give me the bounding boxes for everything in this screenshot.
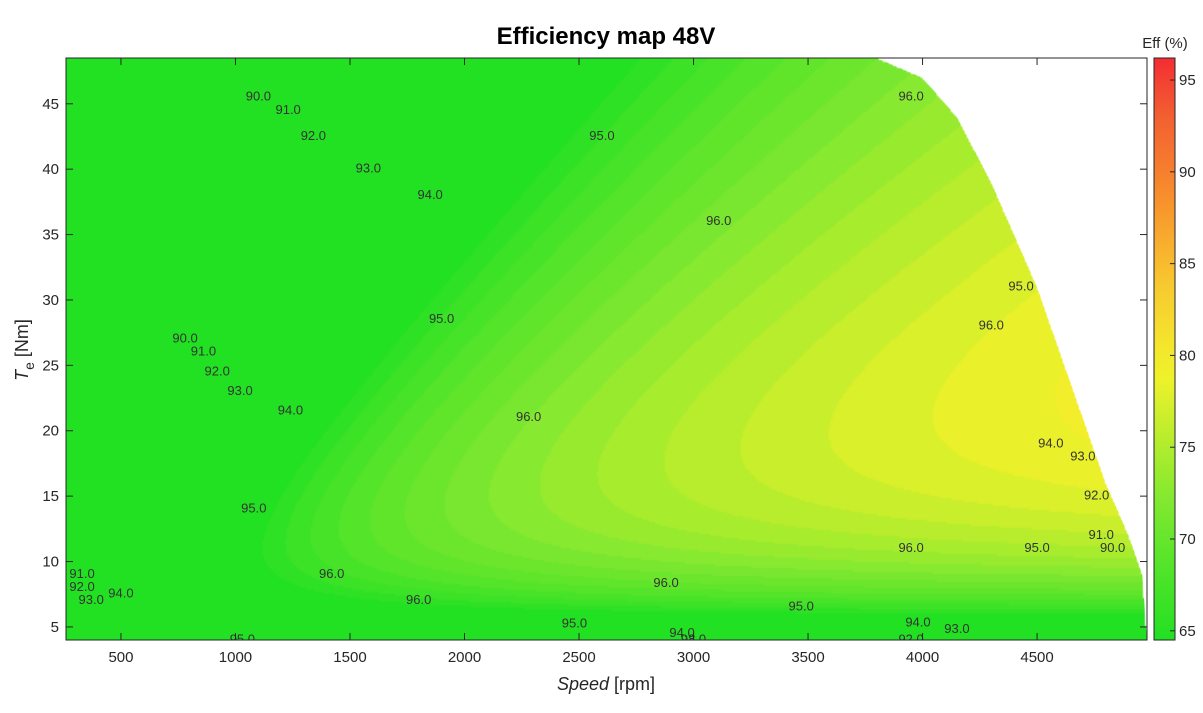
efficiency-heatmap xyxy=(66,58,1147,640)
y-tick-label-1: 10 xyxy=(42,554,59,571)
x-tick-label-3: 2000 xyxy=(448,649,481,666)
colorbar-gradient xyxy=(1153,57,1176,641)
contour-label-28: 91.0 xyxy=(69,566,94,581)
contour-label-3: 93.0 xyxy=(356,161,381,176)
colorbar-tick-label-0: 65 xyxy=(1179,623,1196,640)
contour-label-34: 94.0 xyxy=(669,625,694,640)
contour-label-39: 92.0 xyxy=(898,631,923,646)
contour-label-24: 93.0 xyxy=(1070,448,1095,463)
contour-label-20: 96.0 xyxy=(653,575,678,590)
x-tick-label-6: 3500 xyxy=(791,649,824,666)
y-axis-title-symbol: T xyxy=(12,368,32,381)
colorbar: 65 70 75 80 85 90 95 Eff (%) xyxy=(1142,35,1196,641)
x-axis: 500 1000 1500 2000 2500 3000 3500 4000 4500 xyxy=(108,58,1054,666)
y-axis-title: Te [Nm] xyxy=(12,319,37,381)
contour-label-25: 92.0 xyxy=(1084,488,1109,503)
contour-label-14: 94.0 xyxy=(278,403,303,418)
contour-label-29: 92.0 xyxy=(69,579,94,594)
contour-label-32: 95.0 xyxy=(562,616,587,631)
chart-title: Efficiency map 48V xyxy=(497,23,716,50)
colorbar-tick-label-6: 95 xyxy=(1179,72,1196,89)
contour-label-26: 91.0 xyxy=(1089,527,1114,542)
y-tick-label-6: 35 xyxy=(42,227,59,244)
contour-label-5: 95.0 xyxy=(589,128,614,143)
x-axis-title-italic: Speed xyxy=(557,674,610,694)
contour-label-1: 91.0 xyxy=(275,102,300,117)
contour-label-33: 95.0 xyxy=(789,599,814,614)
contour-label-9: 96.0 xyxy=(979,318,1004,333)
y-tick-label-3: 20 xyxy=(42,423,59,440)
contour-labels: 90.091.092.093.094.095.096.096.095.096.0… xyxy=(69,89,1125,646)
contour-label-27: 90.0 xyxy=(1100,540,1125,555)
contour-label-13: 93.0 xyxy=(227,383,252,398)
contour-label-19: 96.0 xyxy=(406,592,431,607)
y-axis-title-subscript: e xyxy=(21,362,37,370)
x-axis-title-unit: [rpm] xyxy=(614,674,655,694)
x-tick-label-8: 4500 xyxy=(1020,649,1053,666)
contour-label-18: 96.0 xyxy=(319,566,344,581)
y-tick-label-4: 25 xyxy=(42,357,59,374)
y-tick-label-2: 15 xyxy=(42,488,59,505)
contour-label-36: 93.0 xyxy=(944,621,969,636)
colorbar-tick-label-5: 90 xyxy=(1179,164,1196,181)
y-tick-label-0: 5 xyxy=(51,619,59,636)
x-tick-label-4: 2500 xyxy=(562,649,595,666)
contour-label-11: 91.0 xyxy=(191,344,216,359)
contour-label-2: 92.0 xyxy=(301,128,326,143)
contour-label-30: 93.0 xyxy=(79,592,104,607)
colorbar-tick-label-3: 80 xyxy=(1179,347,1196,364)
contour-label-22: 95.0 xyxy=(1024,540,1049,555)
svg-text:Te [Nm]: Te [Nm] xyxy=(12,319,37,381)
plot-area: 90.091.092.093.094.095.096.096.095.096.0… xyxy=(66,58,1147,646)
envelope-mask xyxy=(66,58,1147,640)
y-tick-label-7: 40 xyxy=(42,161,59,178)
x-tick-label-7: 4000 xyxy=(906,649,939,666)
contour-label-23: 94.0 xyxy=(1038,435,1063,450)
contour-label-12: 92.0 xyxy=(205,363,230,378)
y-axis: 5 10 15 20 25 30 35 40 45 xyxy=(42,96,1147,636)
contour-label-35: 94.0 xyxy=(905,614,930,629)
plot-frame xyxy=(65,57,1148,641)
contour-label-16: 96.0 xyxy=(516,409,541,424)
x-tick-label-2: 1500 xyxy=(333,649,366,666)
contour-label-10: 90.0 xyxy=(172,331,197,346)
contour-label-31: 94.0 xyxy=(108,586,133,601)
colorbar-title: Eff (%) xyxy=(1142,35,1188,52)
contour-label-21: 96.0 xyxy=(898,540,923,555)
contour-label-17: 95.0 xyxy=(241,501,266,516)
y-tick-label-8: 45 xyxy=(42,96,59,113)
contour-label-7: 96.0 xyxy=(706,213,731,228)
y-tick-label-5: 30 xyxy=(42,292,59,309)
x-tick-label-5: 3000 xyxy=(677,649,710,666)
x-tick-label-1: 1000 xyxy=(219,649,252,666)
contour-label-15: 95.0 xyxy=(429,311,454,326)
contour-label-38: 95.0 xyxy=(230,631,255,646)
colorbar-tick-label-4: 85 xyxy=(1179,256,1196,273)
colorbar-tick-label-1: 70 xyxy=(1179,531,1196,548)
contour-label-6: 96.0 xyxy=(898,89,923,104)
colorbar-tick-label-2: 75 xyxy=(1179,439,1196,456)
contour-label-0: 90.0 xyxy=(246,89,271,104)
y-axis-title-unit: [Nm] xyxy=(12,319,32,357)
contour-label-8: 95.0 xyxy=(1008,278,1033,293)
contour-label-4: 94.0 xyxy=(417,187,442,202)
x-tick-label-0: 500 xyxy=(108,649,133,666)
x-axis-title: Speed [rpm] xyxy=(557,674,655,694)
colorbar-ticks: 65 70 75 80 85 90 95 xyxy=(1170,72,1196,640)
